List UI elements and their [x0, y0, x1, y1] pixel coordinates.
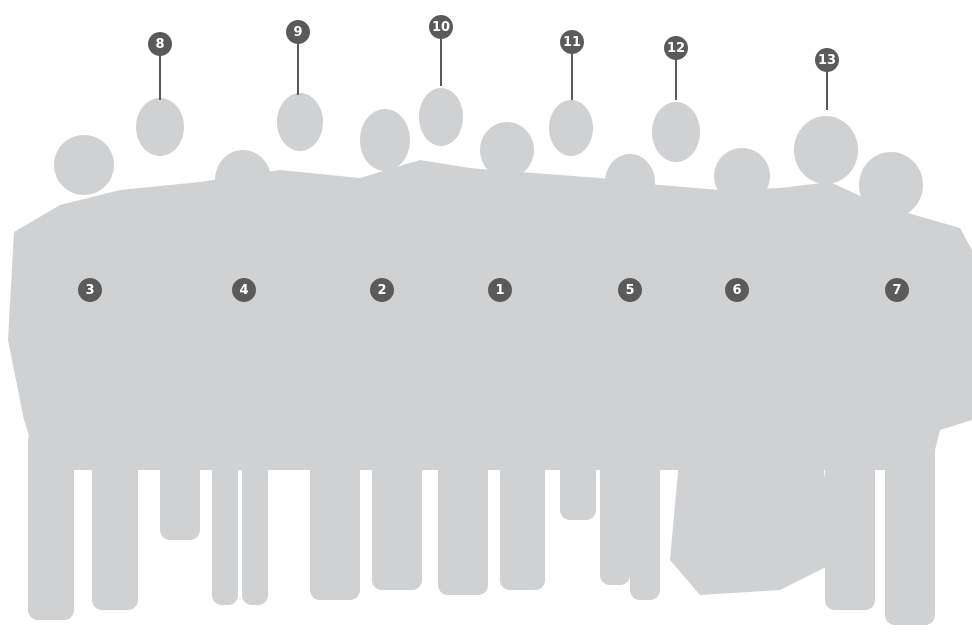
callout-number: 11 — [563, 35, 581, 50]
leg — [160, 440, 200, 540]
leg — [212, 440, 238, 605]
callout-number: 4 — [239, 283, 248, 298]
callout-number: 12 — [667, 41, 685, 56]
leg — [560, 440, 596, 520]
callout-number: 2 — [377, 283, 386, 298]
callout-number: 8 — [155, 37, 164, 52]
leg — [825, 440, 875, 610]
leg — [92, 430, 138, 610]
leg — [438, 440, 488, 595]
head — [652, 102, 700, 162]
coat — [670, 450, 840, 595]
head — [419, 88, 463, 146]
callout-number: 5 — [625, 283, 634, 298]
leg — [500, 440, 545, 590]
leg — [372, 440, 422, 590]
head — [360, 109, 410, 171]
callout-number: 10 — [432, 20, 450, 35]
callout-number: 9 — [293, 25, 302, 40]
callout-number: 13 — [818, 53, 836, 68]
silhouettes — [8, 88, 972, 625]
leg — [310, 440, 360, 600]
callout-number: 7 — [892, 283, 901, 298]
head — [136, 98, 184, 156]
head — [794, 116, 858, 184]
page: 12345678910111213 (() => { const data = … — [0, 0, 972, 637]
head — [54, 135, 114, 195]
leg — [600, 440, 630, 585]
leg — [885, 440, 935, 625]
leg — [242, 440, 268, 605]
leg — [630, 440, 660, 600]
callout-number: 6 — [732, 283, 741, 298]
leader-lines — [160, 38, 827, 110]
head — [277, 93, 323, 151]
callout-number: 3 — [85, 283, 94, 298]
head — [549, 100, 593, 156]
leg — [28, 430, 74, 620]
group-illustration: 12345678910111213 — [0, 0, 972, 637]
callout-number: 1 — [495, 283, 504, 298]
torsos — [8, 160, 972, 470]
